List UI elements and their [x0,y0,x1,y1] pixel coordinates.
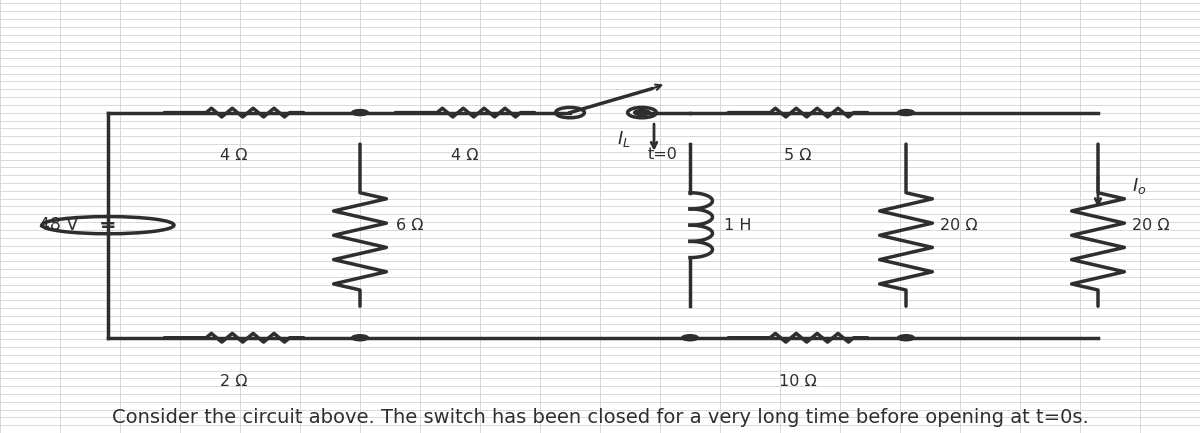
Circle shape [352,335,368,341]
Text: t=0: t=0 [648,147,678,162]
Text: 4 Ω: 4 Ω [221,149,247,163]
Circle shape [682,335,698,341]
Text: 20 Ω: 20 Ω [1132,218,1169,233]
Text: $I_L$: $I_L$ [617,129,631,149]
Circle shape [898,335,914,341]
Text: 4 Ω: 4 Ω [451,149,479,163]
Circle shape [898,110,914,116]
Text: 5 Ω: 5 Ω [785,149,811,163]
Text: 20 Ω: 20 Ω [940,218,977,233]
Text: +: + [100,218,116,237]
Circle shape [352,110,368,116]
Text: 1 H: 1 H [724,218,751,233]
Text: 10 Ω: 10 Ω [779,374,817,388]
Text: 2 Ω: 2 Ω [221,374,247,388]
Text: −: − [100,213,116,234]
Text: 6 Ω: 6 Ω [396,218,424,233]
Text: $I_o$: $I_o$ [1132,176,1146,196]
Text: 48 V: 48 V [38,216,78,234]
Text: Consider the circuit above. The switch has been closed for a very long time befo: Consider the circuit above. The switch h… [112,408,1088,427]
Circle shape [634,110,650,116]
